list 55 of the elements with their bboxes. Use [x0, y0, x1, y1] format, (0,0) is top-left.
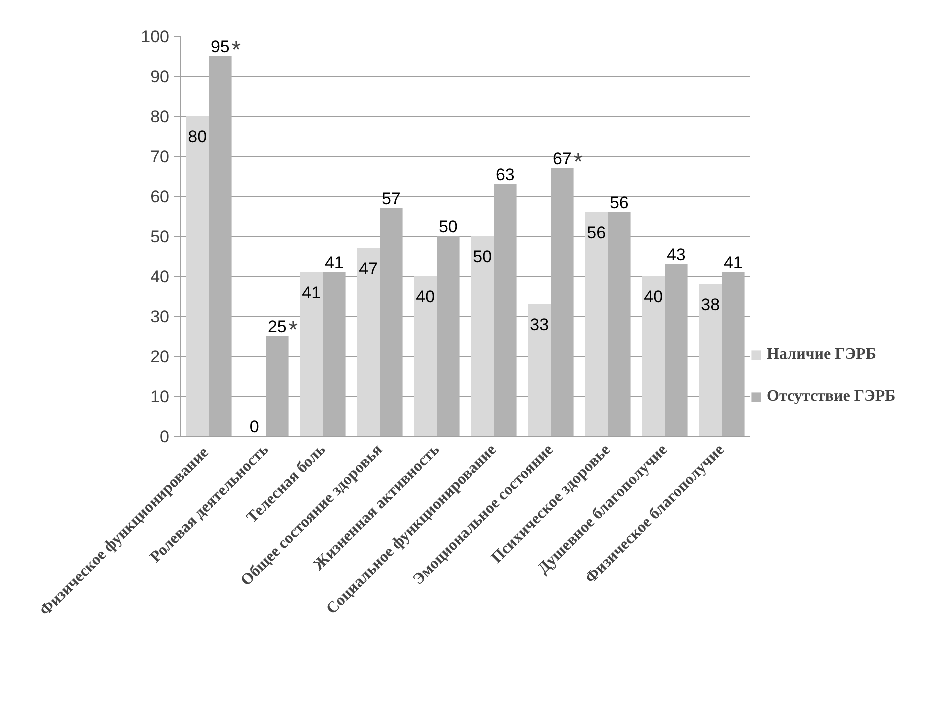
- annotation: *: [288, 317, 298, 344]
- y-tick-label: 60: [150, 188, 170, 206]
- y-tick-label: 40: [150, 268, 170, 286]
- data-label: 40: [644, 288, 664, 306]
- bar: [414, 276, 437, 436]
- bar: [471, 236, 494, 436]
- data-label: 38: [701, 296, 720, 314]
- legend-label: Наличие ГЭРБ: [767, 346, 877, 364]
- data-label: 80: [188, 128, 208, 146]
- data-label: 0: [250, 418, 260, 436]
- y-tick-label: 80: [150, 108, 170, 126]
- legend-label: Отсутствие ГЭРБ: [767, 388, 896, 406]
- bar: [209, 56, 232, 436]
- bar: [357, 248, 380, 436]
- data-label: 56: [587, 224, 606, 242]
- data-label: 41: [724, 254, 743, 272]
- data-label: 33: [530, 316, 550, 334]
- y-tick-label: 30: [150, 308, 170, 326]
- data-label: 25: [268, 318, 287, 336]
- annotation: *: [232, 37, 242, 64]
- bar: [585, 212, 608, 436]
- bar: [722, 272, 745, 436]
- data-label: 41: [302, 284, 322, 302]
- bar: [699, 284, 722, 436]
- y-tick-label: 70: [150, 148, 170, 166]
- y-tick-label: 10: [150, 388, 170, 406]
- bar: [665, 264, 688, 436]
- bar: [186, 116, 209, 436]
- bar: [266, 336, 289, 436]
- data-label: 56: [610, 194, 629, 212]
- bar: [608, 212, 631, 436]
- data-label: 50: [473, 248, 492, 266]
- y-tick-label: 20: [150, 348, 170, 366]
- bar: [323, 272, 346, 436]
- bar: [551, 168, 574, 436]
- data-label: 47: [359, 260, 378, 278]
- data-label: 57: [382, 190, 401, 208]
- bar: [528, 304, 551, 436]
- data-label: 67: [552, 150, 572, 168]
- data-label: 95: [210, 38, 230, 56]
- y-tick-label: 50: [150, 228, 170, 246]
- y-tick-label: 90: [150, 68, 170, 86]
- bar: [300, 272, 323, 436]
- bar: [437, 236, 460, 436]
- annotation: *: [574, 149, 584, 176]
- bar: [380, 208, 403, 436]
- data-label: 63: [496, 166, 515, 184]
- data-label: 43: [666, 246, 686, 264]
- bar: [494, 184, 517, 436]
- y-tick-label: 100: [141, 28, 170, 46]
- data-label: 41: [324, 254, 344, 272]
- data-label: 50: [438, 218, 458, 236]
- data-label: 40: [416, 288, 436, 306]
- y-tick-label: 0: [160, 428, 170, 446]
- bar: [642, 276, 665, 436]
